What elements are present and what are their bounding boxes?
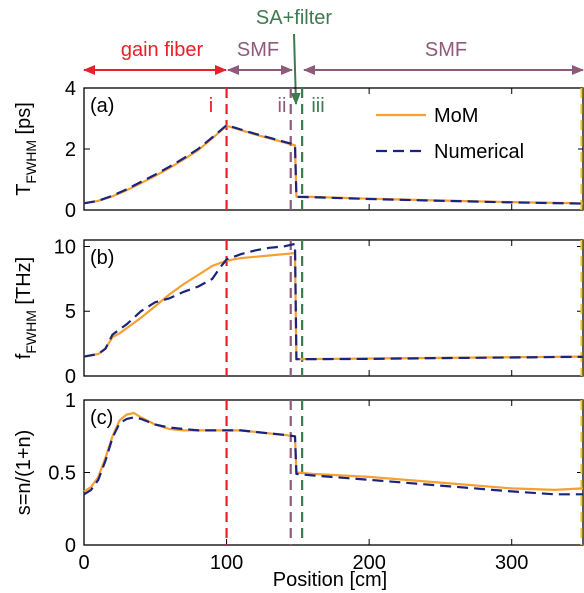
y-tick-label: 0 [65,200,76,222]
y-tick-label: 0 [65,535,76,557]
marker-label-iii: iii [311,95,324,117]
panel-1: 024(a)TFWHM [ps]iiiiiiivMoMNumerical [13,78,584,222]
y-tick-label: 5 [65,301,76,323]
marker-label-i: i [209,95,213,117]
y-tick-label: 0 [65,366,76,388]
marker-label-ii: ii [278,95,287,117]
y-axis-label: s=n/(1+n) [13,430,35,516]
sa-filter-arrow [290,33,301,105]
mom-line [83,251,584,361]
x-axis-label: Position [cm] [273,569,387,591]
x-tick-label: 200 [352,552,385,574]
x-tick-label: 100 [210,552,243,574]
smf-2-label: SMF [425,39,467,61]
y-axis-label: TFWHM [ps] [13,102,39,196]
panel-3: 0 0.5 1 (c) s=n/(1+n) 0 100 200 300 [13,390,584,574]
legend-mom-label: MoM [434,105,478,127]
gain-fiber-label: gain fiber [121,39,204,61]
panel-tag: (b) [90,247,114,269]
smf-1-label: SMF [237,39,279,61]
y-tick-label: 2 [65,139,76,161]
region-annotations: gain fiber SMF SA+filter SMF [83,7,584,105]
y-axis-label: fFWHM [THz] [13,257,39,359]
x-tick-label: 300 [495,552,528,574]
legend-box [370,96,578,170]
y-tick-label: 4 [65,78,76,100]
panel-frame [83,399,584,546]
numerical-line [83,242,584,361]
y-tick-label: 0.5 [48,463,76,485]
panels: 024(a)TFWHM [ps]iiiiiiivMoMNumerical0510… [13,78,584,574]
sa-filter-label: SA+filter [256,7,332,29]
y-tick-label: 10 [54,236,76,258]
y-tick-label: 1 [65,390,76,412]
numerical-line [83,124,584,205]
panel-2: 0 5 10 (b) fFWHM [THz] [13,236,584,388]
panel-frame [83,239,584,377]
legend-numerical-label: Numerical [434,141,524,163]
legend: MoM Numerical [370,96,578,170]
panel-tag: (a) [90,95,114,117]
panel-tag: (c) [90,407,113,429]
x-tick-label: 0 [78,552,89,574]
numerical-line [83,416,583,496]
